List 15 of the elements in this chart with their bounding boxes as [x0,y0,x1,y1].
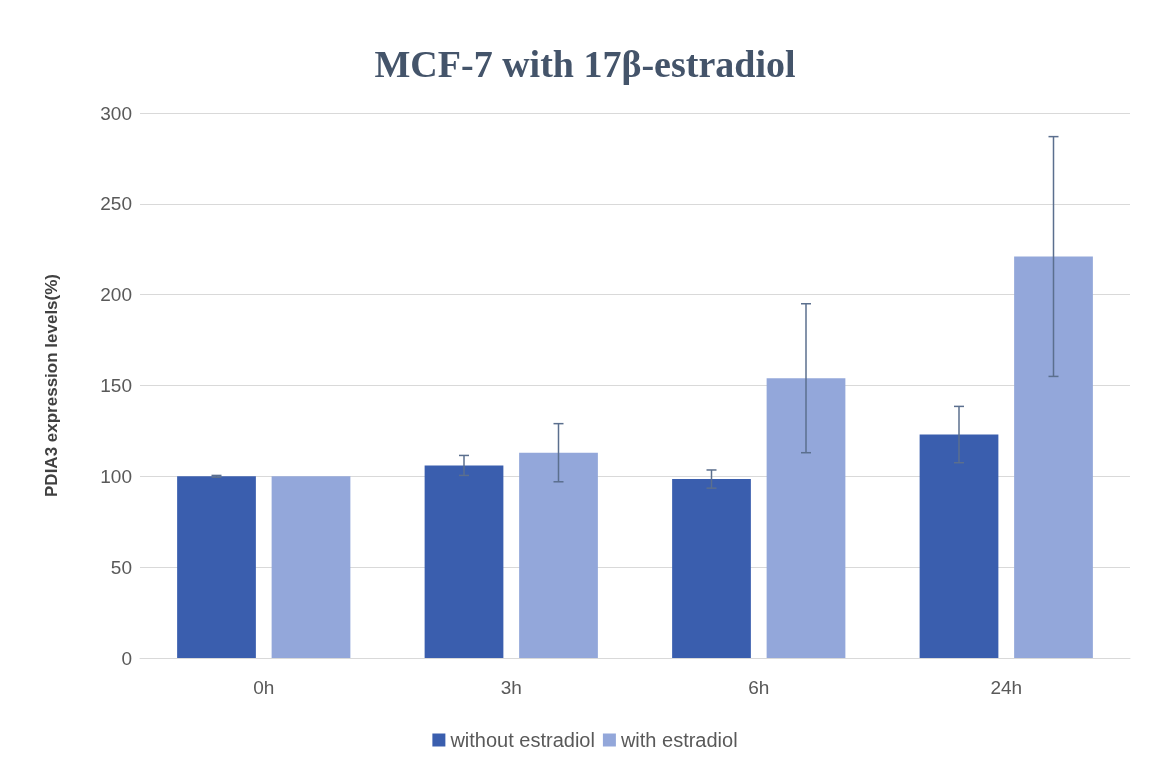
x-tick-label: 3h [500,677,522,698]
chart-title: MCF-7 with 17β-estradiol [374,43,796,85]
y-tick-label: 200 [100,284,132,306]
legend-label: without estradiol [449,729,595,751]
y-axis-title: PDIA3 expression levels(%) [42,274,61,497]
y-tick-label: 100 [100,465,132,487]
y-tick-label: 300 [100,102,132,124]
legend-label: with estradiol [619,729,738,751]
y-tick-label: 250 [100,193,132,215]
y-tick-label: 50 [110,556,132,578]
x-tick-label: 0h [253,677,275,698]
y-tick-label: 150 [100,375,132,396]
x-tick-label: 6h [748,677,770,698]
y-tick-label: 0 [121,647,132,669]
x-tick-label: 24h [990,677,1023,698]
